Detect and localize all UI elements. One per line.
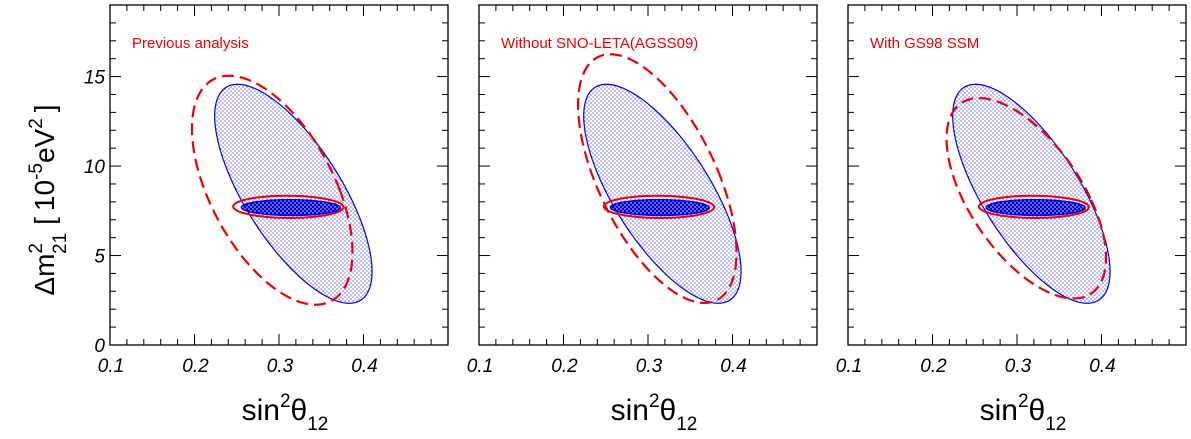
x-tick-label: 0.1	[836, 356, 862, 377]
x-tick-label: 0.3	[1005, 356, 1032, 377]
blue-1sigma-region	[240, 198, 342, 217]
panel-3: 0.1 0.2 0.3 0.4 With GS98 SSM sin2θ12	[836, 4, 1187, 435]
panel-1: 0.1 0.2 0.3 0.4 0 5 10 15 Previous analysis sin2θ…	[84, 4, 449, 435]
plot-area-3	[945, 83, 1111, 304]
blue-3sigma-region	[952, 83, 1111, 304]
blue-3sigma-region	[214, 83, 373, 304]
x-axis-title: sin2θ12	[242, 391, 329, 435]
panel-label: With GS98 SSM	[870, 35, 979, 52]
panel-2: 0.1 0.2 0.3 0.4 Without SNO-LETA(AGSS09) sin2…	[467, 4, 818, 435]
y-tick-label: 15	[84, 68, 106, 89]
red-3sigma-dashed-contour	[945, 96, 1108, 300]
blue-1sigma-region	[985, 198, 1086, 217]
red-3sigma-dashed-contour	[576, 53, 738, 305]
x-tick-label: 0.4	[1089, 356, 1115, 377]
x-axis-title: sin2θ12	[611, 391, 698, 435]
plot-area-1	[190, 74, 373, 306]
red-1sigma-contour	[602, 194, 716, 219]
blue-1sigma-region	[609, 198, 711, 217]
x-tick-label: 0.1	[98, 356, 124, 377]
plot-area-2	[576, 53, 742, 305]
x-tick-label: 0.3	[636, 356, 663, 377]
panel-label: Previous analysis	[132, 35, 249, 52]
y-axis-title: Δm2 21[10-5eV2]	[26, 104, 71, 295]
red-1sigma-contour	[977, 194, 1090, 219]
x-tick-label: 0.2	[182, 356, 209, 377]
panel-label: Without SNO-LETA(AGSS09)	[501, 35, 698, 52]
x-tick-label: 0.2	[551, 356, 578, 377]
x-tick-label: 0.1	[467, 356, 493, 377]
y-tick-label: 5	[94, 247, 105, 268]
x-tick-label: 0.4	[351, 356, 377, 377]
red-1sigma-contour	[232, 194, 345, 219]
blue-3sigma-region	[583, 83, 742, 304]
x-axis-title: sin2θ12	[980, 391, 1067, 435]
y-tick-label: 0	[94, 336, 105, 357]
y-tick-label: 10	[84, 157, 106, 178]
x-tick-label: 0.4	[720, 356, 746, 377]
x-tick-label: 0.2	[920, 356, 947, 377]
x-tick-label: 0.3	[267, 356, 294, 377]
